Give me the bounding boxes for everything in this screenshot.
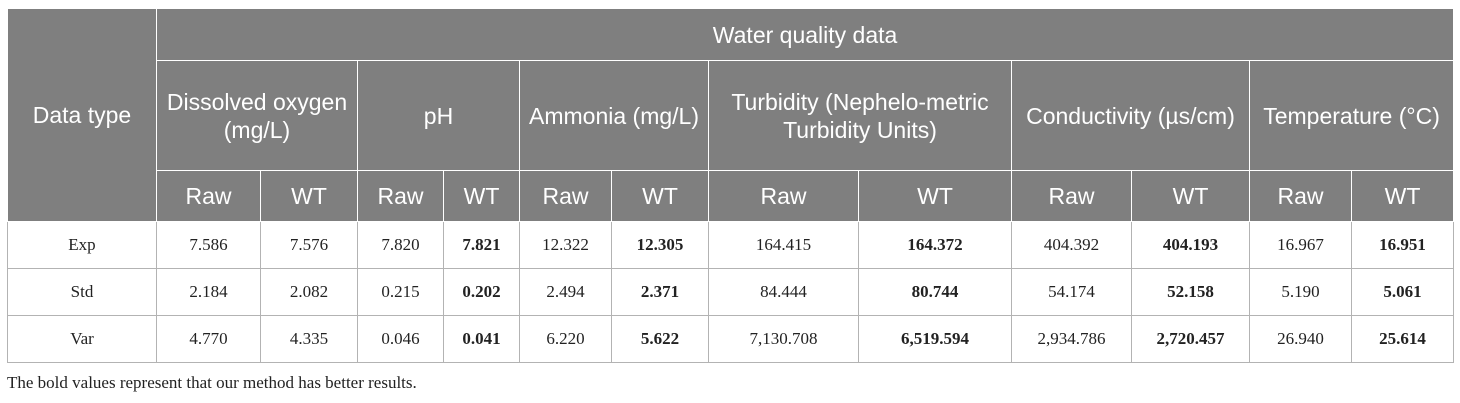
- table-row: Std 2.184 2.082 0.215 0.202 2.494 2.371 …: [7, 268, 1455, 316]
- table-cell: 4.770: [156, 315, 261, 363]
- table-cell-bold: 404.193: [1131, 221, 1250, 269]
- sub-header-wt: WT: [1131, 170, 1250, 222]
- table-cell: 4.335: [260, 315, 358, 363]
- table-cell-bold: 25.614: [1350, 315, 1455, 363]
- table-cell: 26.940: [1249, 315, 1352, 363]
- table-cell: 7,130.708: [708, 315, 859, 363]
- table-cell: 404.392: [1011, 221, 1132, 269]
- sub-header-raw: Raw: [1011, 170, 1132, 222]
- param-header-turbidity: Turbidity (Nephelo-metric Turbidity Unit…: [708, 60, 1012, 171]
- sub-header-raw: Raw: [156, 170, 261, 222]
- group-header-cell: Water quality data: [155, 8, 1455, 61]
- table-row: Exp 7.586 7.576 7.820 7.821 12.322 12.30…: [7, 221, 1455, 269]
- table-cell-bold: 0.041: [443, 315, 520, 363]
- table-cell: 12.322: [519, 221, 612, 269]
- table-cell-bold: 80.744: [858, 268, 1012, 316]
- param-header-ammonia: Ammonia (mg/L): [519, 60, 709, 171]
- table-cell-bold: 6,519.594: [858, 315, 1012, 363]
- table-cell-bold: 52.158: [1131, 268, 1250, 316]
- table-cell-bold: 5.061: [1350, 268, 1455, 316]
- table-cell-bold: 2,720.457: [1131, 315, 1250, 363]
- param-header-temperature: Temperature (°C): [1248, 60, 1455, 171]
- table-row: Var 4.770 4.335 0.046 0.041 6.220 5.622 …: [7, 315, 1455, 363]
- param-header-dissolved-oxygen: Dissolved oxygen (mg/L): [156, 60, 358, 171]
- table-cell: 7.576: [260, 221, 358, 269]
- sub-header-wt: WT: [443, 170, 520, 222]
- sub-header-raw: Raw: [1249, 170, 1352, 222]
- table-cell: 2.184: [156, 268, 261, 316]
- row-label: Var: [7, 315, 157, 363]
- sub-header-wt: WT: [260, 170, 358, 222]
- table-cell: 0.215: [357, 268, 444, 316]
- table-cell: 0.046: [357, 315, 444, 363]
- table-body: Exp 7.586 7.576 7.820 7.821 12.322 12.30…: [7, 221, 1455, 363]
- table-cell-bold: 7.821: [443, 221, 520, 269]
- table-cell: 2.082: [260, 268, 358, 316]
- table-cell-bold: 16.951: [1350, 221, 1455, 269]
- header-row-group: Data type Water quality data: [7, 8, 1455, 222]
- table-cell: 7.820: [357, 221, 444, 269]
- table-cell: 84.444: [708, 268, 859, 316]
- sub-header-raw: Raw: [708, 170, 859, 222]
- table-cell-bold: 12.305: [611, 221, 709, 269]
- table-cell: 6.220: [519, 315, 612, 363]
- sub-header-wt: WT: [1350, 170, 1455, 222]
- row-label: Exp: [7, 221, 157, 269]
- table-cell-bold: 164.372: [858, 221, 1012, 269]
- table-footnote: The bold values represent that our metho…: [7, 373, 417, 392]
- sub-header-wt: WT: [611, 170, 709, 222]
- header-row-parameters: Dissolved oxygen (mg/L) pH Ammonia (mg/L…: [8, 60, 1455, 171]
- sub-header-raw: Raw: [519, 170, 612, 222]
- table-cell-bold: 0.202: [443, 268, 520, 316]
- sub-header-raw: Raw: [357, 170, 444, 222]
- table-cell-bold: 5.622: [611, 315, 709, 363]
- water-quality-table-container: Data type Water quality data Dissolved o…: [7, 8, 1455, 363]
- table-cell: 16.967: [1249, 221, 1352, 269]
- water-quality-table: Data type Water quality data Dissolved o…: [7, 8, 1455, 363]
- row-label: Std: [7, 268, 157, 316]
- sub-header-wt: WT: [858, 170, 1012, 222]
- table-cell: 164.415: [708, 221, 859, 269]
- table-cell: 5.190: [1249, 268, 1352, 316]
- param-header-ph: pH: [357, 60, 520, 171]
- table-cell: 54.174: [1011, 268, 1132, 316]
- table-cell-bold: 2.371: [611, 268, 709, 316]
- header-row-subcolumns: Raw WT Raw WT Raw WT Raw WT Raw WT Raw W…: [8, 170, 1455, 222]
- table-cell: 2.494: [519, 268, 612, 316]
- param-header-conductivity: Conductivity (µs/cm): [1011, 60, 1250, 171]
- table-cell: 2,934.786: [1011, 315, 1132, 363]
- row-header-cell: Data type: [7, 8, 157, 222]
- table-cell: 7.586: [156, 221, 261, 269]
